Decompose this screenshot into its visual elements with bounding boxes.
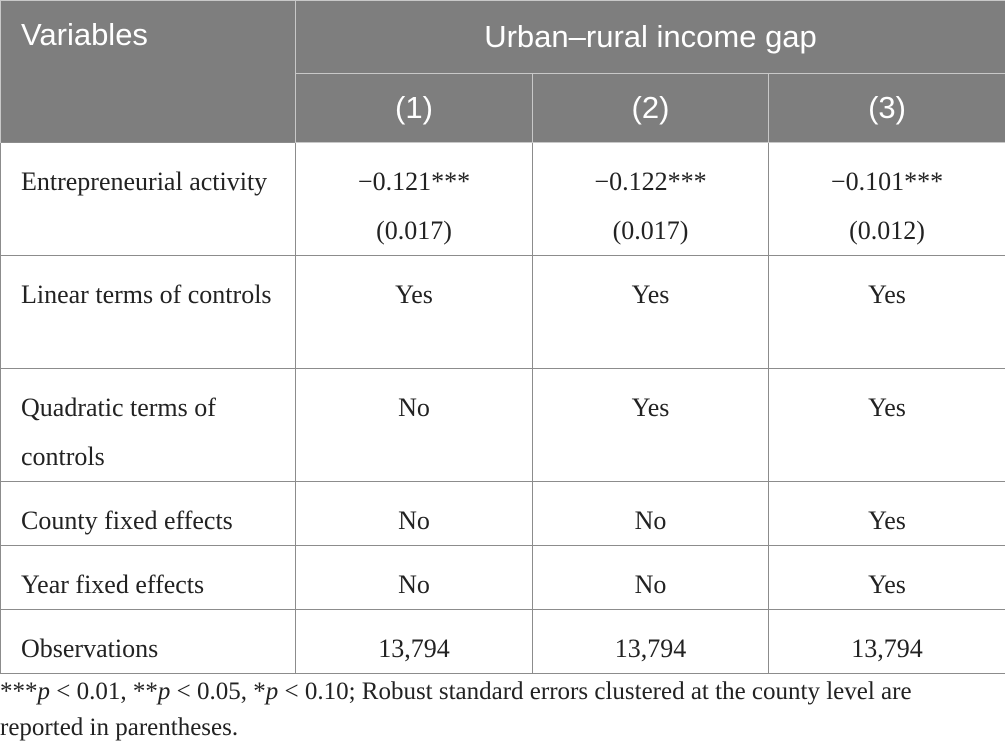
footnote-stars: ** [132,678,158,705]
table-row: Observations 13,794 13,794 13,794 [0,609,1005,674]
table-row: Linear terms of controls Yes Yes Yes [0,255,1005,369]
table-cell: −0.121*** (0.017) [295,142,533,256]
coefficient: −0.101*** [830,167,944,196]
regression-table: Variables Urban–rural income gap (1) (2)… [0,0,1005,674]
table-cell: No [295,481,533,546]
standard-error: (0.012) [849,216,925,245]
table-cell: 13,794 [295,609,533,674]
footnote-text: < 0.10; Robust standard errors clustered… [0,678,912,741]
standard-error: (0.017) [612,216,689,245]
footnote-p: p [265,678,279,705]
table-cell: −0.122*** (0.017) [532,142,769,256]
footnote-stars: *** [0,678,38,705]
dependent-variable-header: Urban–rural income gap [294,0,1005,74]
table-row: County fixed effects No No Yes [0,481,1005,546]
regression-table-container: Variables Urban–rural income gap (1) (2)… [0,0,1005,674]
header-row-group: Variables Urban–rural income gap [0,0,1005,143]
column-header-2: (2) [532,73,769,143]
footnote-stars: * [253,678,266,705]
footnote-text: < 0.01, [50,678,133,705]
column-header-3: (3) [767,73,1005,143]
row-label: Year fixed effects [0,545,296,610]
standard-error: (0.017) [376,216,452,245]
table-cell: Yes [767,368,1005,482]
table-footnote: ***p < 0.01, **p < 0.05, *p < 0.10; Robu… [0,674,1000,746]
table-cell: Yes [767,481,1005,546]
row-label: Observations [0,609,296,674]
table-cell: 13,794 [767,609,1005,674]
table-row: Quadratic terms of controls No Yes Yes [0,368,1005,482]
table-cell: Yes [532,255,769,369]
row-label: Linear terms of controls [0,255,296,369]
row-label: Entrepreneurial activity [0,142,296,256]
table-body: Entrepreneurial activity −0.121*** (0.01… [0,142,1005,674]
header-row-columns: (1) (2) (3) [1,73,1005,143]
table-cell: No [532,481,769,546]
table-cell: No [295,368,533,482]
row-label: County fixed effects [0,481,296,546]
footnote-p: p [37,678,51,705]
table-cell: No [295,545,533,610]
coefficient: −0.121*** [357,167,471,196]
table-row: Year fixed effects No No Yes [0,545,1005,610]
variables-header: Variables [0,0,296,143]
table-row: Entrepreneurial activity −0.121*** (0.01… [0,142,1005,256]
table-cell: Yes [767,255,1005,369]
row-label: Quadratic terms of controls [0,368,296,482]
table-cell: Yes [532,368,769,482]
footnote-p: p [157,678,171,705]
column-header-1: (1) [295,73,533,143]
table-cell: −0.101*** (0.012) [767,142,1005,256]
table-header: Variables Urban–rural income gap (1) (2)… [0,0,1005,143]
coefficient: −0.122*** [594,167,707,196]
footnote-text: < 0.05, [170,678,254,705]
table-cell: 13,794 [532,609,769,674]
table-cell: Yes [767,545,1005,610]
table-cell: No [532,545,769,610]
table-cell: Yes [295,255,533,369]
